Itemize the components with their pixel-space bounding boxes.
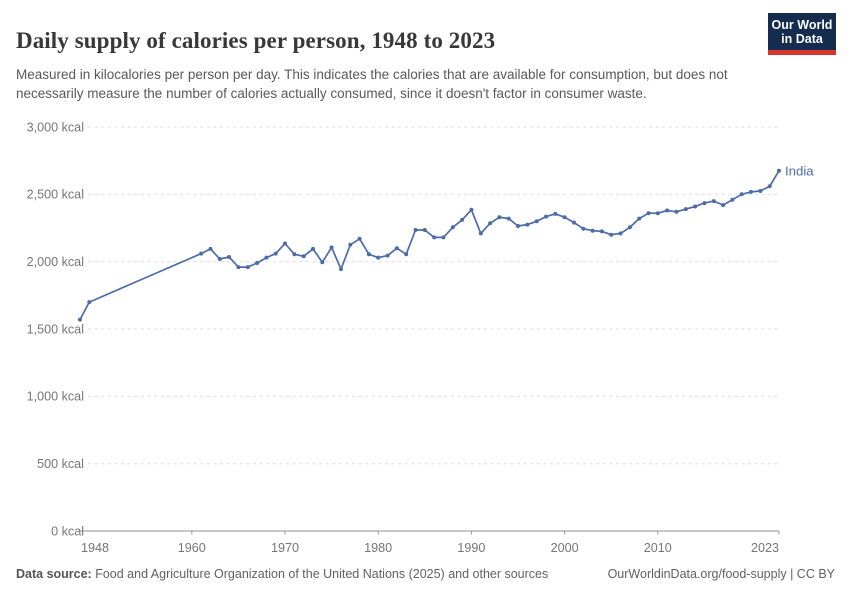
data-point-marker <box>217 257 222 261</box>
x-tick-label: 1970 <box>271 541 299 555</box>
owid-logo-line1: Our World <box>771 18 833 32</box>
data-point-marker <box>749 189 753 194</box>
data-point-marker <box>497 215 502 220</box>
x-tick-label: 2010 <box>644 541 672 555</box>
chart-subtitle: Measured in kilocalories per person per … <box>16 66 728 101</box>
y-tick-label: 2,500 kcal <box>27 188 84 202</box>
data-point-marker <box>199 251 204 256</box>
data-point-marker <box>311 246 315 251</box>
data-point-marker <box>562 215 567 220</box>
data-point-marker <box>739 192 744 197</box>
x-tick-label: 1948 <box>81 541 109 555</box>
data-point-marker <box>581 226 586 231</box>
data-point-marker <box>693 204 698 209</box>
data-point-marker <box>572 220 576 225</box>
data-point-marker <box>385 253 390 258</box>
page-title: Daily supply of calories per person, 194… <box>16 28 496 54</box>
data-point-marker <box>590 228 595 233</box>
data-point-marker <box>404 252 409 257</box>
data-point-marker <box>339 267 343 272</box>
owid-logo: Our World in Data <box>768 13 836 55</box>
data-point-marker <box>301 254 306 259</box>
data-point-marker <box>357 236 362 241</box>
data-point-marker <box>674 209 679 214</box>
data-point-marker <box>329 245 334 250</box>
x-tick-label: 1990 <box>457 541 485 555</box>
owid-logo-line2: in Data <box>781 32 823 46</box>
data-point-marker <box>264 255 269 260</box>
data-point-marker <box>544 214 548 219</box>
data-point-marker <box>245 265 250 270</box>
x-tick-label: 1980 <box>364 541 392 555</box>
data-point-marker <box>366 252 371 257</box>
data-point-marker <box>432 235 437 240</box>
data-point-marker <box>394 246 399 251</box>
data-point-marker <box>702 201 707 206</box>
data-point-marker <box>553 211 558 216</box>
data-point-marker <box>87 300 92 305</box>
data-point-marker <box>758 189 763 193</box>
data-point-marker <box>534 219 539 224</box>
data-source-note: Data source: Food and Agriculture Organi… <box>16 567 548 581</box>
data-point-marker <box>208 246 213 251</box>
data-point-marker <box>78 317 82 322</box>
data-point-marker <box>422 228 427 232</box>
data-point-marker <box>441 235 446 240</box>
data-point-marker <box>478 231 483 236</box>
data-point-marker <box>525 222 530 227</box>
data-point-marker <box>320 260 325 265</box>
owid-url-link[interactable]: OurWorldinData.org/food-supply | CC BY <box>607 567 835 581</box>
data-point-marker <box>655 211 660 216</box>
x-tick-label: 1960 <box>178 541 206 555</box>
data-point-marker <box>292 252 297 257</box>
data-point-marker <box>348 242 353 247</box>
data-point-marker <box>730 197 735 202</box>
y-tick-label: 2,000 kcal <box>27 255 84 269</box>
chart-footer: Data source: Food and Agriculture Organi… <box>16 567 835 581</box>
data-point-marker <box>637 216 642 221</box>
data-source-label: Data source: <box>16 567 92 581</box>
data-point-marker <box>618 231 623 236</box>
y-tick-label: 1,500 kcal <box>27 322 84 336</box>
data-point-marker <box>711 199 716 204</box>
y-tick-label: 0 kcal <box>51 524 84 538</box>
data-point-marker <box>450 225 455 230</box>
x-tick-label: 2023 <box>751 541 779 555</box>
data-point-marker <box>413 228 418 232</box>
data-point-marker <box>255 261 260 265</box>
data-point-marker <box>721 203 726 208</box>
data-source-text: Food and Agriculture Organization of the… <box>91 567 549 581</box>
data-point-marker <box>506 216 511 221</box>
data-point-marker <box>469 207 474 212</box>
data-point-marker <box>227 255 232 259</box>
y-tick-label: 1,000 kcal <box>27 390 84 404</box>
data-line-india <box>79 169 780 321</box>
data-point-marker <box>283 241 287 246</box>
series-end-label: India <box>785 163 814 178</box>
x-tick-label: 2000 <box>551 541 579 555</box>
data-point-marker <box>273 251 278 256</box>
data-point-marker <box>516 224 520 228</box>
data-point-marker <box>767 184 772 189</box>
data-point-marker <box>646 211 651 216</box>
y-tick-label: 500 kcal <box>37 457 84 471</box>
data-point-marker <box>236 265 241 270</box>
data-point-marker <box>609 232 614 237</box>
data-point-marker <box>777 168 781 173</box>
data-point-marker <box>460 217 465 222</box>
data-point-marker <box>683 207 688 212</box>
data-point-marker <box>599 229 604 234</box>
data-point-marker <box>488 221 493 226</box>
data-point-marker <box>376 255 381 260</box>
data-point-marker <box>665 208 670 213</box>
y-tick-label: 3,000 kcal <box>27 120 84 134</box>
data-point-marker <box>627 225 632 230</box>
